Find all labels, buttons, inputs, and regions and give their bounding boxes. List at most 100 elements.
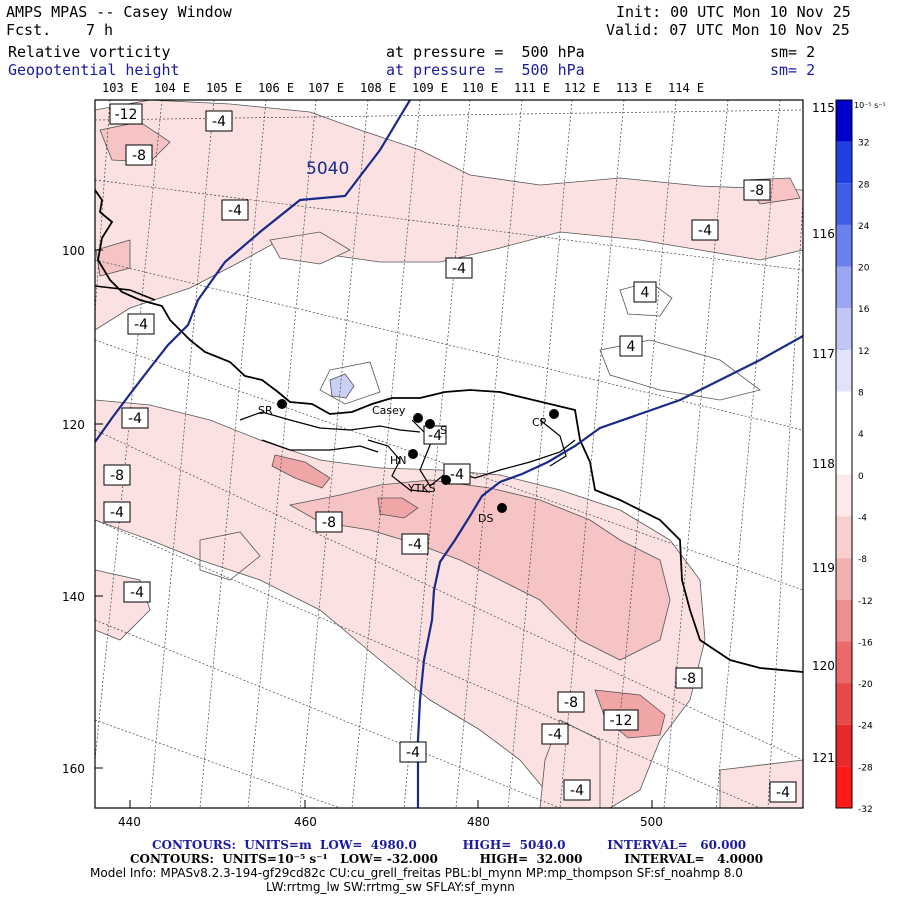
colorbar-label: 8 — [858, 389, 864, 399]
vort-label: -4 — [401, 533, 429, 555]
lon-label: 112 E — [564, 81, 601, 95]
svg-text:480: 480 — [467, 815, 490, 829]
lon-label: 114 E — [668, 81, 705, 95]
vort-label: -12 — [603, 709, 639, 731]
colorbar-segment — [836, 391, 852, 434]
svg-text:-4: -4 — [452, 261, 466, 277]
colorbar-segment — [836, 266, 852, 309]
svg-text:-4: -4 — [212, 114, 226, 130]
station-label-ds: DS — [478, 512, 493, 525]
vort-label: -4 — [404, 742, 426, 762]
svg-text:4: 4 — [641, 285, 650, 301]
valid-time: Valid: 07 UTC Mon 10 Nov 25 — [606, 21, 850, 39]
vort-label: -4 — [221, 199, 249, 221]
field1-pressure: at pressure = 500 hPa — [386, 43, 585, 61]
model-info-physics: LW:rrtmg_lw SW:rrtmg_sw SFLAY:sf_mynn — [266, 880, 515, 894]
station-label-hn: HN — [390, 454, 407, 467]
station-label-cp: CP — [532, 416, 547, 429]
colorbar-segment — [836, 433, 852, 475]
svg-text:-4: -4 — [570, 783, 584, 799]
field2-name: Geopotential height — [8, 61, 180, 79]
vort-label: -4 — [563, 779, 591, 801]
colorbar-label: -8 — [858, 555, 867, 565]
vort-label: -8 — [557, 691, 585, 713]
svg-text:-8: -8 — [564, 695, 578, 711]
vort-label: -8 — [125, 144, 153, 166]
plot-title: AMPS MPAS -- Casey Window — [6, 3, 232, 21]
vort-label: 4 — [619, 335, 643, 357]
colorbar-label: -28 — [858, 763, 873, 773]
colorbar-segment — [836, 100, 852, 142]
station-label-s: S — [440, 424, 447, 437]
geopotential-height-contours — [95, 100, 803, 808]
lon-label: 105 E — [206, 81, 243, 95]
colorbar-label: 24 — [858, 222, 870, 232]
colorbar-segment — [836, 349, 852, 392]
colorbar-frame — [835, 99, 853, 809]
forecast-label: Fcst. — [6, 21, 52, 39]
height-contour-info: CONTOURS: UNITS=m LOW= 4980.0 HIGH= 5040… — [152, 838, 747, 852]
vort-label: -8 — [675, 667, 703, 689]
svg-text:-12: -12 — [610, 713, 633, 729]
svg-text:140: 140 — [62, 590, 85, 604]
colorbar-label: 12 — [858, 347, 869, 357]
colorbar-label: 28 — [858, 180, 870, 190]
svg-text:460: 460 — [294, 815, 317, 829]
colorbar-label: 4 — [858, 430, 864, 440]
svg-text:-8: -8 — [750, 183, 764, 199]
vorticity-contour-info: CONTOURS: UNITS=10⁻⁵ s⁻¹ LOW= -32.000 HI… — [130, 852, 764, 866]
lon-label: 106 E — [258, 81, 295, 95]
vort-label: -8 — [315, 511, 343, 533]
svg-text:160: 160 — [62, 762, 85, 776]
svg-text:120: 120 — [62, 418, 85, 432]
colorbar-label: 16 — [858, 305, 870, 315]
plot-frame — [94, 99, 804, 809]
svg-text:-8: -8 — [682, 671, 696, 687]
lon-label: 107 E — [308, 81, 345, 95]
svg-text:440: 440 — [118, 815, 141, 829]
coastline — [95, 189, 803, 673]
svg-text:-8: -8 — [132, 148, 146, 164]
vort-label: -4 — [103, 501, 131, 523]
colorbar-label: -4 — [858, 513, 867, 523]
colorbar-label: -12 — [858, 597, 873, 607]
colorbar-label: -32 — [858, 805, 873, 815]
station-marker-cp — [549, 409, 559, 419]
vort-label: -12 — [109, 103, 143, 125]
height-contour-label: 5040 — [306, 159, 349, 179]
svg-text:-4: -4 — [228, 203, 242, 219]
svg-text:-4: -4 — [406, 745, 420, 761]
vort-label: -4 — [423, 425, 447, 445]
station-marker-ytks — [441, 475, 451, 485]
station-marker-sr — [277, 399, 287, 409]
field2-pressure: at pressure = 500 hPa — [386, 61, 585, 79]
vort-label: -4 — [769, 781, 797, 803]
positive-vorticity-shading — [329, 373, 355, 399]
colorbar-segment — [836, 558, 852, 600]
forecast-hours: 7 h — [86, 21, 114, 39]
svg-text:100: 100 — [62, 244, 85, 258]
svg-text:500: 500 — [640, 815, 663, 829]
vort-label: -8 — [743, 179, 771, 201]
field2-smoothing: sm= 2 — [770, 61, 816, 79]
colorbar: 32 28 24 20 16 12 8 4 0 -4 -8 -12 -16 -20 -24 -28 -32 10⁻… — [835, 99, 886, 815]
field1-name: Relative vorticity — [8, 43, 171, 61]
colorbar-segment — [836, 474, 852, 517]
init-time: Init: 00 UTC Mon 10 Nov 25 — [616, 3, 851, 21]
colorbar-segment — [836, 516, 852, 559]
colorbar-label: -20 — [858, 680, 873, 690]
svg-text:-4: -4 — [450, 467, 464, 483]
colorbar-label: 0 — [858, 472, 864, 482]
colorbar-unit: 10⁻⁵ s⁻¹ — [854, 101, 886, 110]
colorbar-segment — [836, 308, 852, 350]
lon-label: 104 E — [154, 81, 191, 95]
colorbar-segment — [836, 724, 852, 767]
vort-label: -4 — [541, 723, 569, 745]
colorbar-segment — [836, 683, 852, 725]
svg-text:4: 4 — [627, 339, 636, 355]
colorbar-segment — [836, 224, 852, 267]
vort-label: -4 — [399, 741, 427, 763]
vorticity-label-boxes: -12 -4 -8 -4 -8 -4 -4 -4 -4 4 4 -4 -8 -4… — [103, 103, 797, 803]
svg-text:-4: -4 — [548, 727, 562, 743]
svg-text:-4: -4 — [776, 785, 790, 801]
